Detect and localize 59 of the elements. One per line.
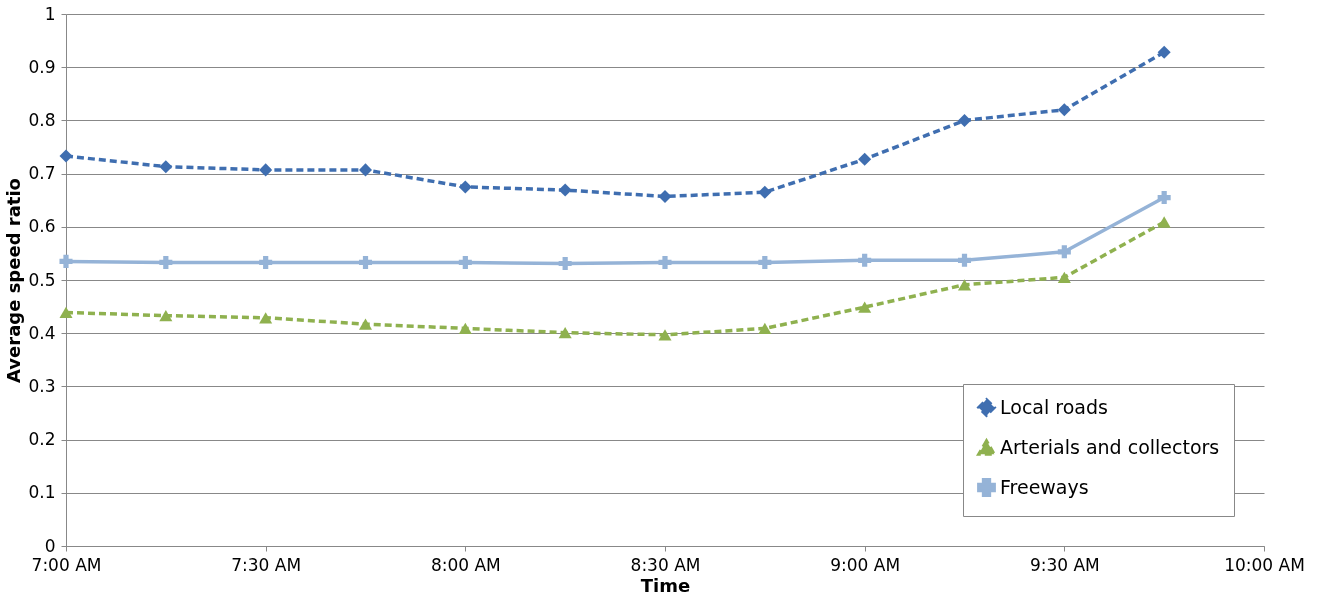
y-tick-label: 1 bbox=[44, 3, 56, 24]
point bbox=[558, 256, 572, 271]
y-tick-label: 0 bbox=[44, 535, 56, 556]
x-tick-label: 7:00 AM bbox=[31, 554, 102, 575]
point bbox=[758, 185, 772, 199]
x-tick-label: 10:00 AM bbox=[1224, 554, 1305, 575]
x-tick-label: 9:30 AM bbox=[1029, 554, 1100, 575]
point bbox=[1057, 271, 1071, 283]
point bbox=[1157, 216, 1171, 228]
point bbox=[458, 322, 472, 335]
y-tick-label: 0.4 bbox=[28, 322, 56, 343]
point bbox=[758, 322, 772, 335]
point bbox=[758, 255, 772, 269]
point bbox=[1057, 245, 1071, 259]
y-tick-label: 0.5 bbox=[28, 269, 56, 290]
y-tick-label: 0.2 bbox=[28, 429, 56, 450]
point bbox=[1057, 103, 1071, 117]
y-tick-label: 0.1 bbox=[28, 482, 56, 503]
y-tick-label: 0.8 bbox=[28, 109, 56, 130]
point bbox=[59, 149, 73, 163]
point bbox=[957, 279, 972, 291]
point bbox=[259, 163, 273, 177]
point bbox=[1157, 191, 1171, 205]
x-axis-title: Time bbox=[640, 574, 691, 596]
point bbox=[658, 329, 672, 341]
y-tick-label: 0.9 bbox=[28, 56, 56, 77]
point bbox=[259, 255, 273, 269]
legend-label: Arterials and collectors bbox=[1000, 435, 1220, 458]
x-tick-label: 7:30 AM bbox=[231, 554, 302, 575]
legend-label: Local roads bbox=[1000, 395, 1108, 418]
point bbox=[558, 327, 572, 339]
point bbox=[358, 163, 373, 177]
point bbox=[558, 183, 572, 197]
legend-label: Freeways bbox=[1000, 475, 1089, 498]
point bbox=[159, 255, 173, 269]
point bbox=[957, 113, 972, 127]
x-tick-label: 8:00 AM bbox=[430, 554, 501, 575]
point bbox=[957, 253, 972, 267]
point bbox=[59, 306, 73, 319]
point bbox=[458, 180, 472, 194]
point bbox=[858, 253, 872, 267]
point bbox=[858, 152, 872, 166]
point bbox=[259, 312, 273, 324]
y-tick-label: 0.3 bbox=[28, 375, 56, 396]
point bbox=[458, 255, 472, 269]
point bbox=[658, 189, 672, 203]
point bbox=[658, 255, 672, 269]
point bbox=[159, 160, 173, 174]
point bbox=[1157, 45, 1171, 59]
point bbox=[358, 255, 373, 269]
point bbox=[59, 254, 73, 268]
y-tick-label: 0.7 bbox=[28, 163, 56, 184]
point bbox=[358, 318, 373, 330]
x-tick-label: 9:00 AM bbox=[830, 554, 901, 575]
y-tick-label: 0.6 bbox=[28, 216, 56, 237]
point bbox=[858, 301, 872, 313]
y-axis-title: Average speed ratio bbox=[3, 178, 25, 383]
point bbox=[159, 310, 173, 322]
x-tick-label: 8:30 AM bbox=[630, 554, 701, 575]
